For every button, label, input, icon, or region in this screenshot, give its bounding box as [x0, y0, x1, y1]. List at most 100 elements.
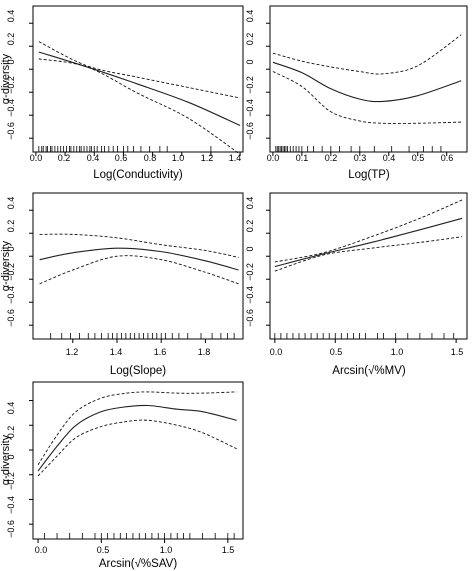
y-tick-label: 0.2: [245, 33, 255, 46]
plot-frame: [269, 192, 468, 340]
x-tick-label: 0.3: [354, 153, 367, 163]
upper-ci-curve: [39, 233, 239, 258]
x-axis-label: Arcsin(√%MV): [332, 364, 406, 377]
fitted-curve: [37, 404, 237, 472]
x-tick-label: 1.5: [451, 347, 464, 357]
y-axis-label: α-diversity: [0, 434, 12, 485]
y-tick-label: 0.2: [245, 220, 255, 233]
x-tick-label: 0.6: [441, 153, 454, 163]
x-tick-label: 0.5: [97, 545, 110, 555]
x-tick-label: 0.0: [270, 347, 283, 357]
x-tick-label: 0.2: [58, 153, 71, 163]
lower-ci-curve: [274, 236, 463, 272]
x-tick-label: 0.5: [412, 153, 425, 163]
y-tick-label: 0.2: [6, 220, 16, 233]
plot-marks: [29, 391, 237, 543]
x-axis-label: Arcsin(√%SAV): [99, 557, 177, 570]
y-tick-label: 0: [6, 246, 16, 251]
x-tick-labels: 0.0 0.5 1.0 1.5: [35, 545, 235, 555]
x-tick-labels: 0.0 0.5 1.0 1.5: [270, 347, 464, 357]
plot-frame: [269, 5, 468, 153]
y-tick-label: −0.4: [6, 496, 16, 514]
lower-ci-curve: [272, 71, 462, 124]
y-axis-label: α-diversity: [0, 240, 12, 291]
x-tick-label: 1.0: [391, 347, 404, 357]
x-tick-label: 1.0: [160, 545, 173, 555]
x-tick-label: 1.4: [229, 153, 242, 163]
lower-ci-curve: [38, 58, 241, 155]
x-tick-label: 0.1: [296, 153, 309, 163]
y-tick-labels: 0.4 0.2 0 −0.2 −0.4 −0.6: [6, 197, 16, 327]
y-tick-label: 0: [6, 454, 16, 459]
y-tick-label: −0.2: [245, 76, 255, 94]
y-tick-label: −0.4: [6, 99, 16, 117]
x-tick-label: 0.8: [144, 153, 157, 163]
plot-marks: [29, 22, 241, 156]
plot-frame: [32, 192, 244, 340]
panel-tp: 0.4 0.2 0 −0.2 −0.4 −0.6 0.0 0.1 0.2 0.3…: [245, 5, 468, 181]
x-tick-labels: 0.0 0.1 0.2 0.3 0.4 0.5 0.6: [267, 153, 454, 163]
plot-marks: [29, 209, 239, 343]
y-tick-label: 0.2: [6, 33, 16, 46]
y-tick-label: −0.4: [245, 99, 255, 117]
y-tick-label: 0.4: [6, 10, 16, 23]
x-axis-label: Log(Conductivity): [93, 169, 183, 181]
y-tick-label: 0.2: [6, 426, 16, 439]
x-tick-label: 1.6: [154, 347, 167, 357]
y-tick-label: −0.6: [6, 122, 16, 140]
lower-ci-curve: [39, 255, 239, 285]
fitted-curve: [274, 217, 463, 268]
y-tick-label: −0.4: [245, 286, 255, 304]
y-tick-label: −0.2: [6, 472, 16, 490]
panel-mv: 0.4 0.2 0 −0.2 −0.4 −0.6 0.0 0.5 1.0 1.5…: [245, 192, 468, 377]
plot-frame: [32, 381, 244, 540]
upper-ci-curve: [37, 391, 237, 466]
x-axis-label: Log(Slope): [110, 365, 166, 377]
upper-ci-curve: [274, 199, 463, 263]
x-tick-label: 0.2: [325, 153, 338, 163]
plot-frame: [32, 5, 244, 153]
y-tick-label: −0.2: [6, 76, 16, 94]
x-tick-label: 1.2: [201, 153, 214, 163]
x-tick-label: 0.5: [330, 347, 343, 357]
y-tick-labels: 0.4 0.2 0 −0.2 −0.4 −0.6: [6, 402, 16, 538]
y-axis-label: α-diversity: [0, 53, 12, 104]
x-axis-label: Log(TP): [348, 169, 390, 181]
upper-ci-curve: [38, 41, 241, 99]
panel-slope: 0.4 0.2 0 −0.2 −0.4 −0.6 1.2 1.4 1.6 1.8…: [0, 192, 244, 377]
lower-ci-curve: [37, 419, 237, 477]
x-tick-label: 1.8: [198, 347, 211, 357]
fitted-curve: [272, 61, 462, 103]
y-tick-label: −0.4: [6, 286, 16, 304]
x-tick-label: 1.0: [172, 153, 185, 163]
y-tick-label: 0.4: [6, 197, 16, 210]
y-tick-labels: 0.4 0.2 0 −0.2 −0.4 −0.6: [245, 197, 255, 327]
y-tick-label: −0.6: [245, 122, 255, 140]
x-tick-label: 1.4: [110, 347, 123, 357]
y-tick-label: −0.2: [245, 263, 255, 281]
y-tick-label: −0.6: [245, 309, 255, 327]
panel-sav: 0.4 0.2 0 −0.2 −0.4 −0.6 0.0 0.5 1.0 1.5…: [0, 381, 244, 570]
y-tick-labels: 0.4 0.2 0 −0.2 −0.4 −0.6: [6, 10, 16, 140]
y-tick-labels: 0.4 0.2 0 −0.2 −0.4 −0.6: [245, 10, 255, 140]
y-tick-label: −0.6: [6, 309, 16, 327]
x-tick-label: 0.0: [30, 153, 43, 163]
x-tick-label: 0.0: [267, 153, 280, 163]
y-tick-label: 0.4: [6, 402, 16, 415]
x-tick-label: 0.4: [383, 153, 396, 163]
upper-ci-curve: [272, 34, 462, 75]
fitted-curve: [39, 247, 239, 271]
x-tick-label: 0.4: [87, 153, 100, 163]
x-tick-label: 0.6: [115, 153, 128, 163]
x-tick-label: 1.5: [222, 545, 235, 555]
y-tick-label: −0.6: [6, 520, 16, 538]
panel-conductivity: 0.4 0.2 0 −0.2 −0.4 −0.6 0.0 0.2 0.4 0.6…: [0, 5, 244, 181]
x-tick-label: 1.2: [66, 347, 79, 357]
x-tick-labels: 1.2 1.4 1.6 1.8: [66, 347, 211, 357]
y-tick-label: 0.4: [245, 197, 255, 210]
y-tick-label: 0.4: [245, 10, 255, 23]
fitted-curve: [38, 51, 241, 127]
x-tick-labels: 0.0 0.2 0.4 0.6 0.8 1.0 1.2 1.4: [30, 153, 242, 163]
y-tick-label: −0.2: [6, 263, 16, 281]
